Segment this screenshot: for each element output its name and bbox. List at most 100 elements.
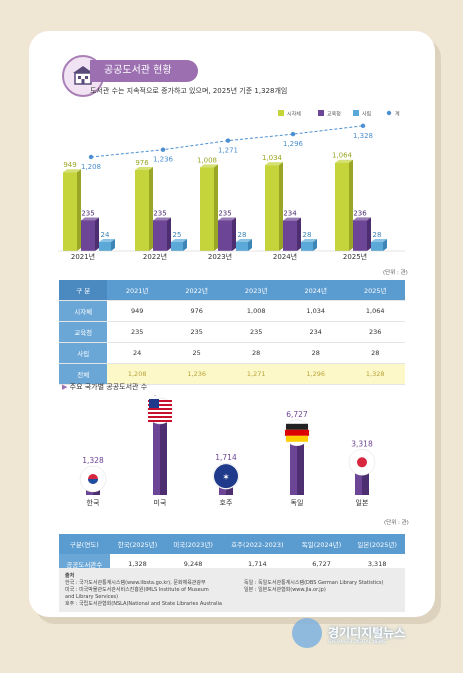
table-header-cell: 독일(2024년): [293, 534, 350, 554]
table-cell: 1,296: [285, 363, 346, 385]
bar-교육청: [81, 220, 95, 251]
bar-label: 1,034: [262, 154, 283, 162]
country-value-label: 1,714: [215, 453, 237, 462]
table-cell: 976: [166, 300, 227, 322]
bar-side: [214, 164, 218, 251]
bar-side: [367, 217, 371, 251]
total-point: [225, 138, 231, 143]
bar-label: 28: [303, 231, 312, 239]
table-header-cell: 2023년: [226, 280, 286, 301]
bar-사립: [99, 242, 111, 251]
flag-mark: [214, 464, 238, 489]
legend-swatch: [386, 110, 392, 116]
bar-side: [111, 239, 115, 251]
source-line: 미국 : 미국박물관도서관서비스진흥원(IMLS Institute of Mu…: [65, 587, 209, 593]
table-header-cell: 2021년: [107, 280, 167, 301]
source-title: 출처: [65, 573, 75, 579]
table-row: 전체 1,208 1,236 1,271 1,296 1,328: [59, 363, 405, 385]
country-bar-shade: [160, 415, 167, 495]
flag-mark: [286, 435, 308, 442]
bar-top: [171, 239, 187, 242]
table-cell: 28: [226, 342, 286, 364]
total-point: [160, 147, 166, 152]
country-value-label: 3,318: [351, 439, 373, 448]
table-cell: 시자체: [59, 300, 108, 322]
triangle-icon: ▶: [62, 383, 68, 391]
bar-side: [383, 239, 387, 251]
country-value-label: 1,328: [82, 456, 104, 465]
bar-side: [297, 217, 301, 251]
bar-label: 1,008: [197, 156, 217, 164]
watermark-name: 경기디지털뉴스: [328, 626, 406, 640]
bar-시자체: [335, 162, 349, 251]
bar-label: 1,064: [332, 152, 353, 160]
flag-mark: [148, 404, 172, 406]
bar-side: [248, 239, 252, 251]
total-line: [90, 125, 364, 158]
legend-label: 계: [395, 111, 400, 118]
bar-top: [153, 217, 171, 221]
flag-mark: [88, 479, 98, 484]
bar-label: 28: [238, 231, 247, 239]
flag-mark: [286, 423, 308, 430]
country-bar-shade: [362, 466, 369, 495]
legend-item: 시자체: [278, 110, 301, 118]
table-header-cell: 미국(2023년): [165, 534, 221, 554]
flag-mark: [148, 416, 172, 418]
bar-label: 235: [81, 209, 94, 217]
total-label: 1,208: [81, 163, 101, 171]
bar-label: 976: [135, 159, 149, 167]
country-chart: 1,328 한국 9,248 미국 ✶ 1,714 호주 6,727 독일 3,318 일본: [79, 395, 376, 507]
table-cell: 235: [166, 321, 227, 343]
bar-교육청: [353, 220, 367, 251]
x-tick-label: 2021년: [71, 252, 95, 261]
bar-사립: [301, 242, 313, 251]
total-point: [360, 123, 366, 128]
library-table: 구 분 2021년 2022년 2023년 2024년 2025년 시자체 949 976 1,…: [59, 280, 405, 385]
country-bar-shade: [297, 436, 304, 495]
table-cell: 교육청: [59, 321, 108, 343]
country-name-label: 독일: [291, 498, 304, 507]
legend-item: 사립: [353, 110, 371, 118]
library-icon: [73, 66, 93, 85]
bar-side: [167, 217, 171, 251]
source-line: and Library Services): [65, 594, 119, 600]
bar-label: 24: [101, 231, 110, 239]
source-line: 일본 : 일본도서관협회(www.jla.or.jp): [244, 587, 326, 593]
table-cell: 1,008: [226, 300, 286, 322]
unit-label-1: (단위 : 관): [383, 270, 408, 276]
source-line: 독일 : 독일도서관통계시스템(DBS German Library Stati…: [244, 580, 384, 586]
country-chart-title: 주요 국가별 공공도서관 수: [69, 383, 148, 391]
bar-시자체: [265, 165, 279, 251]
table-cell: 234: [285, 321, 346, 343]
flag-mark: [357, 457, 367, 468]
table-header-cell: 2024년: [285, 280, 346, 301]
bar-top: [99, 239, 115, 242]
total-point: [290, 131, 296, 137]
flag-mark: ✶: [222, 473, 230, 483]
table-cell: 28: [285, 342, 346, 364]
country-name-label: 일본: [356, 498, 369, 507]
legend-label: 시자체: [287, 111, 301, 118]
bar-사립: [236, 242, 248, 251]
table-cell: 1,034: [285, 300, 346, 322]
table-cell: 24: [107, 342, 167, 364]
table-cell: 1,271: [226, 363, 286, 385]
bar-top: [371, 239, 387, 242]
table-cell: 949: [107, 300, 167, 322]
bar-top: [236, 239, 252, 242]
bar-시자체: [63, 172, 77, 251]
bar-label: 949: [63, 161, 76, 169]
bar-사립: [371, 242, 383, 251]
bar-side: [279, 162, 283, 251]
total-label: 1,328: [353, 132, 373, 140]
total-label: 1,296: [283, 140, 304, 148]
legend-swatch: [353, 110, 359, 116]
legend-label: 사립: [362, 111, 371, 118]
source-box: 출처 한국 : 국가도서관통계시스템(www.libsta.go.kr), 문화…: [59, 568, 405, 612]
bar-side: [313, 239, 317, 251]
source-line: 한국 : 국가도서관통계시스템(www.libsta.go.kr), 문화체육관…: [65, 580, 206, 586]
bar-side: [149, 166, 153, 251]
table-cell: 235: [107, 321, 167, 343]
bar-교육청: [153, 220, 167, 251]
